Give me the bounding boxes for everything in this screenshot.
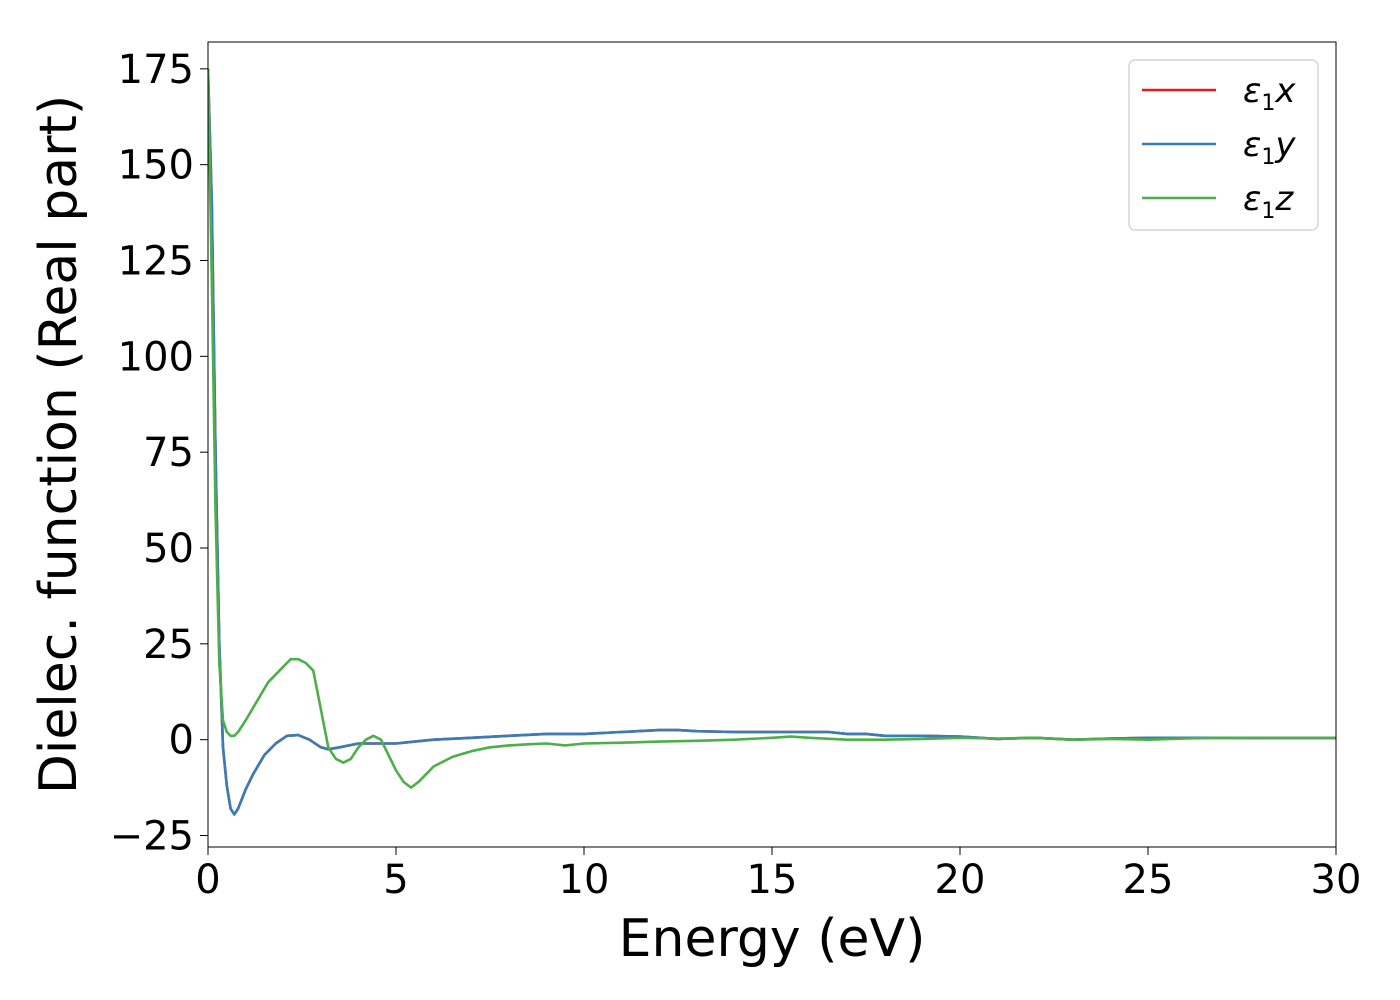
y-tick-label: 100 — [118, 334, 194, 380]
y-tick-label: 150 — [118, 143, 194, 189]
y-axis: −25 0 25 50 75 100 125 150 175 — [110, 47, 208, 860]
x-tick-label: 0 — [195, 857, 220, 903]
x-tick-label: 5 — [383, 857, 408, 903]
legend-label-z: ε1z — [1243, 179, 1294, 224]
legend-label-y: ε1y — [1243, 125, 1296, 170]
x-axis-title: Energy (eV) — [619, 909, 926, 969]
x-axis: 0 5 10 15 20 25 30 — [195, 847, 1361, 903]
x-tick-label: 30 — [1311, 857, 1362, 903]
x-tick-label: 10 — [559, 857, 610, 903]
y-tick-label: 75 — [143, 430, 194, 476]
y-tick-label: 175 — [118, 47, 194, 93]
legend-box — [1128, 59, 1319, 231]
x-tick-label: 15 — [747, 857, 798, 903]
y-tick-label: −25 — [110, 814, 194, 860]
legend-label-x: ε1x — [1243, 71, 1296, 116]
y-tick-label: 50 — [143, 526, 194, 572]
y-axis-title: Dielec. function (Real part) — [29, 95, 89, 794]
x-tick-label: 20 — [935, 857, 986, 903]
y-tick-label: 0 — [169, 718, 194, 764]
x-tick-label: 25 — [1123, 857, 1174, 903]
legend: ε1x ε1y ε1z — [1128, 59, 1319, 231]
y-tick-label: 125 — [118, 239, 194, 285]
series-line-z — [208, 68, 1336, 789]
series-layer — [208, 68, 1336, 816]
y-tick-label: 25 — [143, 622, 194, 668]
